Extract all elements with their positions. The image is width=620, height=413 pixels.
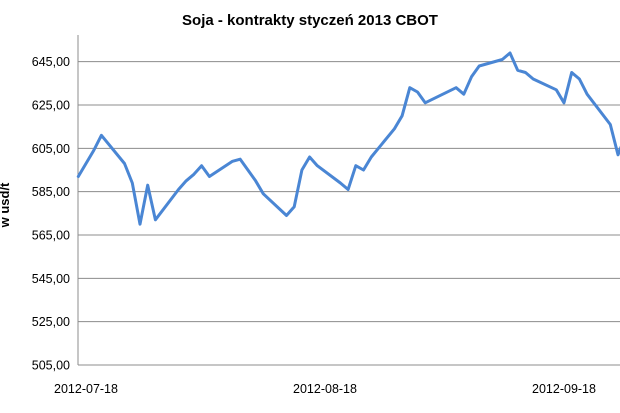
x-tick-label: 2012-08-18 — [293, 382, 357, 396]
x-tick-label: 2012-09-18 — [532, 382, 596, 396]
y-tick-label: 605,00 — [32, 142, 70, 156]
y-tick-label: 645,00 — [32, 55, 70, 69]
y-tick-label: 545,00 — [32, 272, 70, 286]
y-tick-label: 565,00 — [32, 229, 70, 243]
y-tick-label: 505,00 — [32, 359, 70, 373]
chart-title: Soja - kontrakty styczeń 2013 CBOT — [182, 12, 438, 29]
y-tick-label: 625,00 — [32, 99, 70, 113]
y-axis-title: w usd/t — [0, 182, 12, 228]
y-tick-label: 585,00 — [32, 185, 70, 199]
x-tick-label: 2012-07-18 — [54, 382, 118, 396]
series-line — [76, 51, 620, 226]
y-tick-label: 525,00 — [32, 315, 70, 329]
